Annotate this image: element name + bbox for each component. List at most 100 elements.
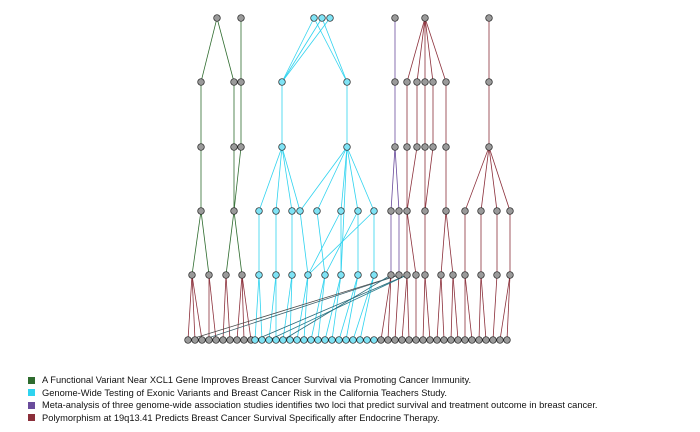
graph-node — [403, 78, 411, 86]
graph-edge — [225, 274, 231, 341]
graph-node — [255, 271, 263, 279]
graph-edge — [281, 17, 331, 83]
graph-node — [286, 336, 294, 344]
graph-edge — [200, 17, 218, 83]
graph-edge — [464, 274, 473, 341]
graph-edge — [424, 274, 431, 341]
graph-edge — [317, 274, 326, 341]
graph-node — [237, 78, 245, 86]
graph-edge — [324, 274, 342, 341]
graph-edge — [233, 210, 243, 276]
graph-node — [278, 78, 286, 86]
graph-edge — [307, 210, 375, 276]
graph-node — [468, 336, 476, 344]
graph-edge — [424, 17, 447, 83]
graph-edge — [387, 274, 392, 341]
graph-edge — [208, 274, 217, 341]
graph-node — [429, 143, 437, 151]
graph-edge — [299, 146, 348, 212]
graph-node — [391, 14, 399, 22]
graph-node — [213, 14, 221, 22]
graph-edge — [478, 274, 482, 341]
graph-edge — [488, 146, 498, 212]
graph-node — [255, 207, 263, 215]
graph-node — [354, 207, 362, 215]
graph-node — [343, 143, 351, 151]
graph-node — [318, 14, 326, 22]
graph-node — [398, 336, 406, 344]
graph-node — [265, 336, 273, 344]
graph-node — [421, 78, 429, 86]
graph-edge — [233, 146, 242, 212]
graph-node — [349, 336, 357, 344]
graph-node — [485, 78, 493, 86]
graph-edge — [241, 274, 245, 341]
graph-edge — [289, 274, 293, 341]
graph-node — [354, 271, 362, 279]
graph-edge — [258, 146, 283, 212]
graph-edge — [307, 210, 342, 276]
graph-node — [454, 336, 462, 344]
graph-node — [335, 336, 343, 344]
graph-edge — [321, 17, 348, 83]
graph-edge — [225, 210, 235, 276]
graph-node — [279, 336, 287, 344]
graph-edge — [440, 210, 447, 276]
graph-node — [391, 336, 399, 344]
graph-node — [230, 78, 238, 86]
graph-edge — [268, 274, 408, 341]
graph-node — [503, 336, 511, 344]
graph-node — [356, 336, 364, 344]
graph-edge — [191, 210, 202, 276]
legend-item-19q13: Polymorphism at 19q13.41 Predicts Breast… — [28, 412, 598, 424]
graph-node — [391, 78, 399, 86]
graph-node — [370, 336, 378, 344]
graph-node — [405, 336, 413, 344]
graph-node — [198, 336, 206, 344]
graph-edge — [506, 274, 511, 341]
graph-node — [240, 336, 248, 344]
graph-edge — [436, 274, 442, 341]
graph-node — [426, 336, 434, 344]
graph-edge — [241, 274, 252, 341]
graph-edge — [340, 146, 348, 212]
graph-node — [197, 78, 205, 86]
graph-node — [387, 207, 395, 215]
graph-edge — [406, 274, 410, 341]
graph-node — [313, 207, 321, 215]
graph-node — [377, 336, 385, 344]
graph-edge — [480, 146, 490, 212]
graph-edge — [281, 146, 293, 212]
graph-edge — [390, 146, 396, 212]
graph-node — [197, 207, 205, 215]
graph-node — [440, 336, 448, 344]
graph-edge — [191, 274, 196, 341]
graph-edge — [488, 146, 511, 212]
graph-node — [477, 207, 485, 215]
graph-node — [293, 336, 301, 344]
graph-edge — [346, 146, 375, 212]
graph-node — [412, 336, 420, 344]
graph-edge — [316, 146, 348, 212]
graph-node — [233, 336, 241, 344]
graph-node — [314, 336, 322, 344]
graph-node — [370, 207, 378, 215]
graph-node — [482, 336, 490, 344]
graph-node — [328, 336, 336, 344]
graph-node — [272, 207, 280, 215]
graph-edge — [394, 274, 400, 341]
graph-node — [403, 271, 411, 279]
legend-item-exonic: Genome-Wide Testing of Exonic Variants a… — [28, 387, 598, 399]
graph-node — [395, 207, 403, 215]
graph-node — [304, 271, 312, 279]
graph-edge — [282, 274, 392, 341]
graph-edge — [268, 274, 277, 341]
graph-node — [272, 336, 280, 344]
graph-node — [184, 336, 192, 344]
legend-label: A Functional Variant Near XCL1 Gene Impr… — [42, 375, 472, 385]
graph-node — [288, 207, 296, 215]
graph-node — [272, 271, 280, 279]
graph-node — [296, 207, 304, 215]
graph-node — [477, 271, 485, 279]
graph-edge — [254, 274, 408, 341]
